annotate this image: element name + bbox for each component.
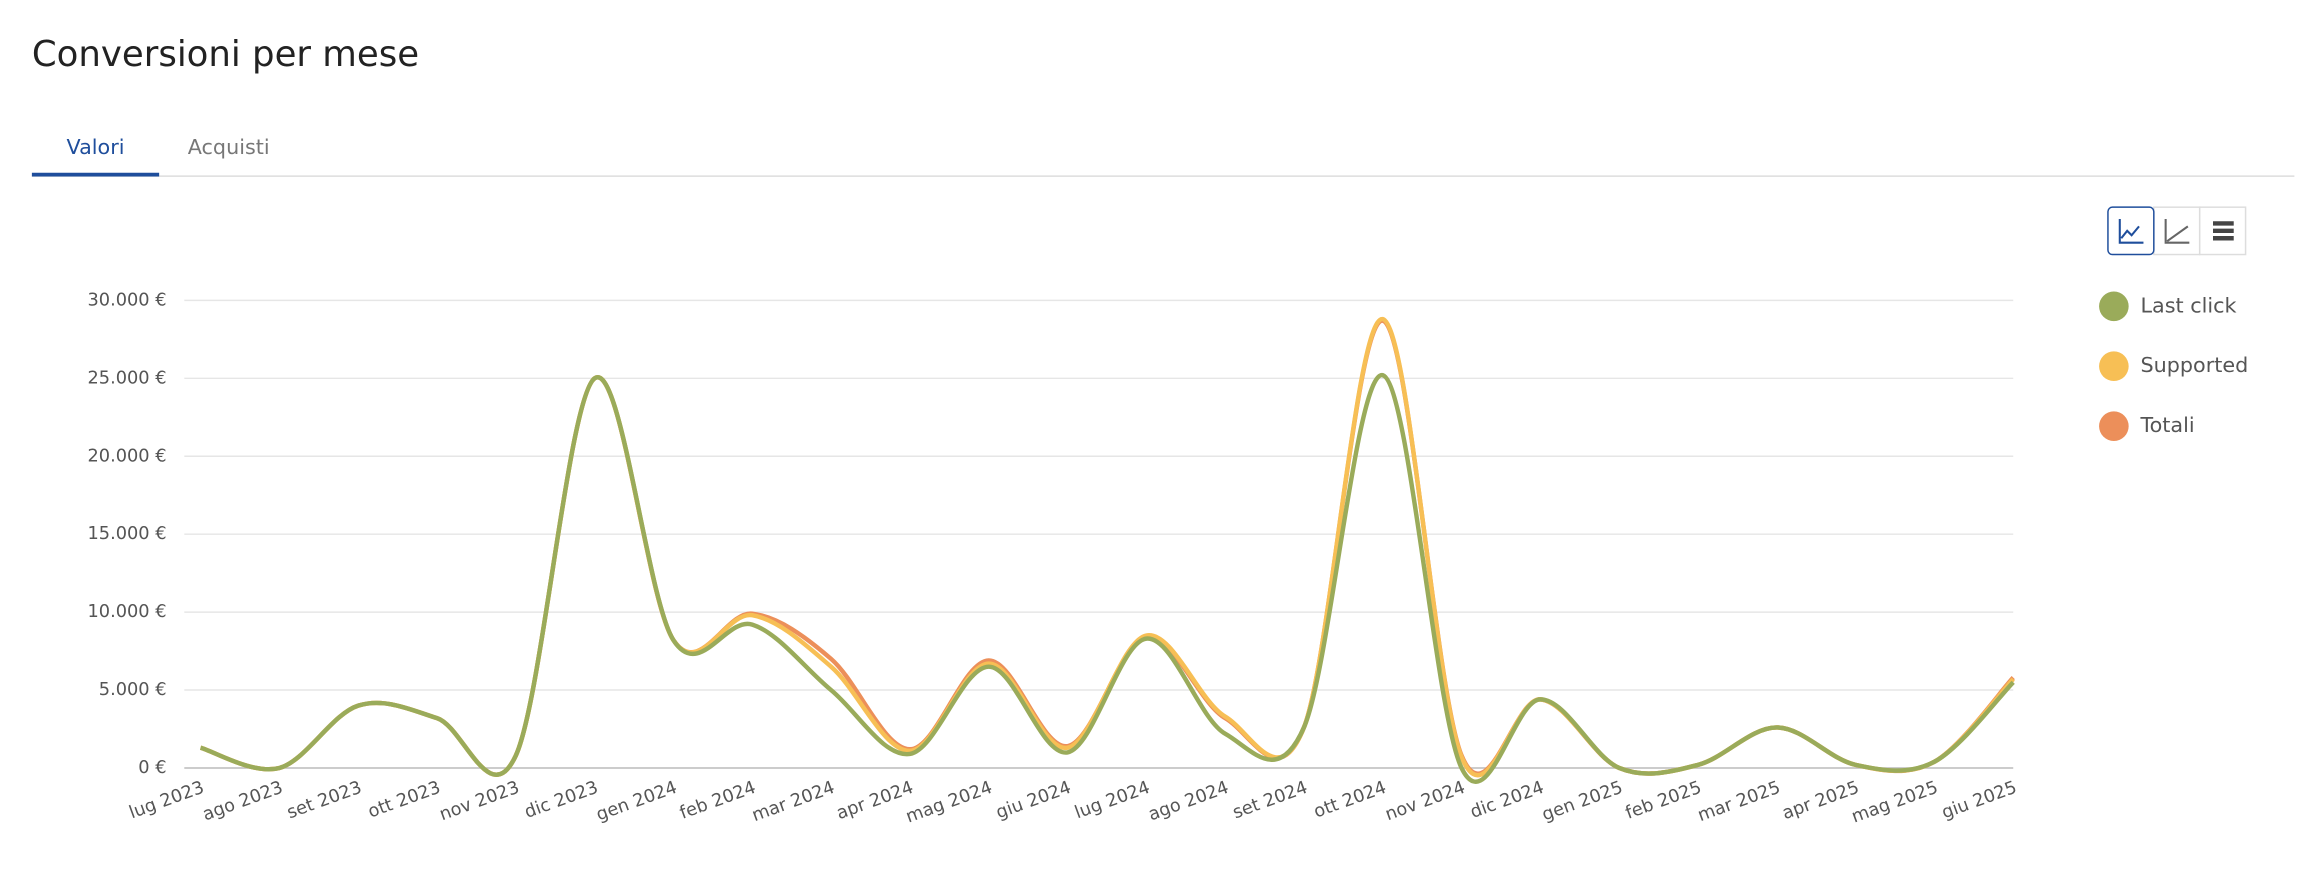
x-tick-label: mar 2024 — [750, 778, 838, 826]
x-tick-label: mar 2025 — [1695, 778, 1783, 826]
x-tick-label: gen 2025 — [1540, 778, 1626, 826]
x-tick-label: ott 2023 — [366, 778, 444, 823]
icon — [2213, 221, 2234, 241]
y-tick-label: 0 € — [138, 758, 166, 778]
x-tick-label: giu 2024 — [993, 778, 1073, 824]
x-tick-label: apr 2024 — [834, 778, 916, 824]
y-tick-label: 20.000 € — [87, 446, 166, 466]
legend-marker — [2099, 411, 2129, 441]
tab[interactable]: Acquisti — [188, 135, 270, 159]
series-line — [199, 316, 2015, 778]
tab[interactable]: Valori — [67, 135, 125, 159]
x-tick-label: apr 2025 — [1780, 778, 1862, 824]
view-switcher — [2107, 206, 2247, 256]
y-tick-label: 15.000 € — [87, 524, 166, 544]
y-tick-label: 5.000 € — [99, 680, 167, 700]
x-tick-label: dic 2024 — [1468, 778, 1547, 823]
view-button[interactable] — [2107, 206, 2155, 256]
x-tick-label: mag 2025 — [1849, 778, 1941, 828]
x-tick-label: ago 2023 — [200, 778, 286, 825]
chart: 0 € 5.000 € 10.000 € 15.000 € 20.000 € 25.000… — [87, 290, 2248, 827]
legend-marker — [2099, 291, 2129, 322]
x-tick-label: nov 2023 — [437, 778, 522, 825]
x-tick-label: ago 2024 — [1146, 778, 1232, 825]
x-tick-label: set 2023 — [284, 778, 364, 823]
x-tick-label: gen 2024 — [594, 778, 680, 826]
x-tick-label: nov 2024 — [1383, 778, 1468, 825]
legend-label: Supported — [2141, 353, 2249, 377]
x-tick-label: dic 2023 — [522, 778, 601, 823]
x-tick-label: feb 2024 — [677, 778, 758, 824]
legend-label: Last click — [2141, 293, 2237, 317]
page-title: Conversioni per mese — [32, 34, 419, 75]
icon — [2164, 219, 2190, 244]
x-tick-label: set 2024 — [1230, 778, 1310, 823]
view-button[interactable] — [2153, 206, 2201, 256]
x-tick-label: ott 2024 — [1311, 778, 1389, 823]
x-tick-label: lug 2024 — [1072, 778, 1152, 824]
series-line — [199, 372, 2015, 784]
series-line — [199, 318, 2015, 777]
x-tick-label: lug 2023 — [127, 778, 207, 824]
icon — [2118, 219, 2144, 244]
x-tick-label: mag 2024 — [903, 778, 995, 828]
x-tick-label: giu 2025 — [1939, 778, 2019, 824]
legend-label: Totali — [2140, 413, 2195, 437]
y-tick-label: 10.000 € — [87, 602, 166, 622]
y-tick-label: 30.000 € — [87, 290, 166, 310]
y-tick-label: 25.000 € — [87, 368, 166, 388]
x-tick-label: feb 2025 — [1623, 778, 1704, 824]
legend-marker — [2099, 351, 2129, 382]
